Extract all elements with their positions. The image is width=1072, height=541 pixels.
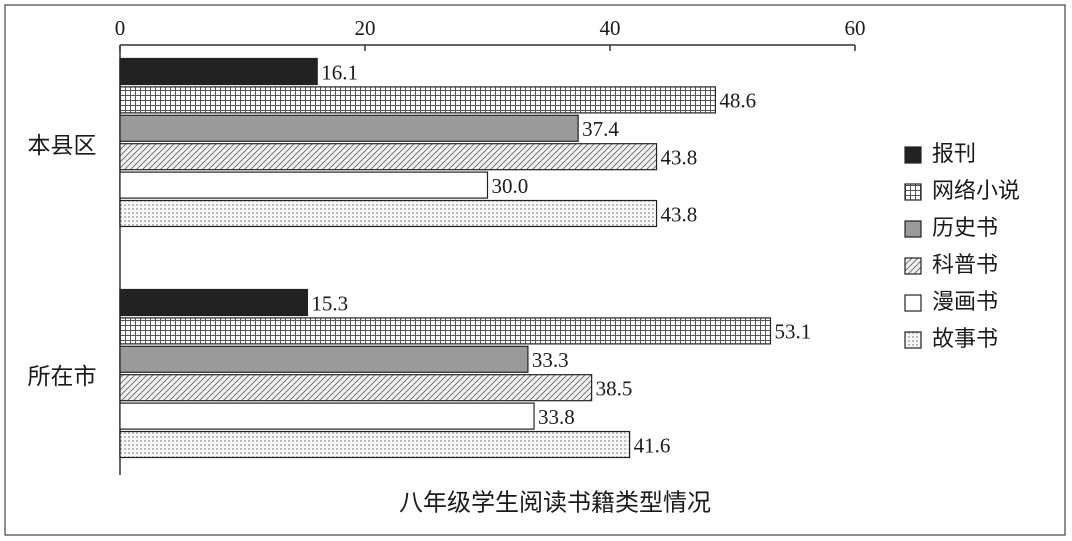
- bar: [119, 143, 658, 171]
- legend-label: 网络小说: [932, 178, 1020, 203]
- value-label: 38.5: [596, 377, 633, 401]
- bar: [119, 374, 593, 402]
- bar: [119, 317, 772, 345]
- legend-label: 历史书: [932, 215, 998, 240]
- value-label: 43.8: [661, 146, 698, 170]
- bar: [119, 57, 318, 86]
- legend-swatch: [904, 146, 922, 164]
- y-tick-label: 本县区: [28, 133, 97, 158]
- legend-label: 故事书: [932, 326, 998, 351]
- bar: [119, 402, 535, 430]
- value-label: 48.6: [719, 89, 756, 113]
- chart-title: 八年级学生阅读书籍类型情况: [399, 490, 711, 517]
- x-tick-label: 40: [600, 16, 621, 40]
- legend-label: 科普书: [932, 252, 998, 277]
- legend-swatch: [904, 331, 922, 349]
- value-label: 15.3: [311, 291, 348, 315]
- bar: [119, 114, 579, 142]
- bar: [119, 430, 631, 459]
- bar: [119, 86, 716, 114]
- legend-swatch: [904, 183, 922, 201]
- bar: [119, 288, 309, 317]
- value-label: 33.8: [538, 405, 575, 429]
- value-label: 16.1: [321, 60, 358, 84]
- frame: [4, 4, 1066, 536]
- value-label: 30.0: [492, 174, 529, 198]
- value-label: 37.4: [582, 117, 619, 141]
- legend-swatch: [904, 257, 922, 275]
- y-tick-label: 所在市: [28, 364, 97, 389]
- legend-swatch: [904, 220, 922, 238]
- x-tick-label: 0: [115, 16, 126, 40]
- bar: [119, 199, 658, 228]
- value-label: 33.3: [532, 348, 569, 372]
- bar: [119, 345, 529, 373]
- legend-label: 报刊: [932, 141, 976, 166]
- x-tick-label: 20: [355, 16, 376, 40]
- value-label: 53.1: [774, 320, 811, 344]
- x-tick-label: 60: [845, 16, 866, 40]
- bar: [119, 171, 489, 199]
- value-label: 43.8: [661, 202, 698, 226]
- legend-swatch: [904, 294, 922, 312]
- value-label: 41.6: [634, 433, 671, 457]
- legend-label: 漫画书: [932, 289, 998, 314]
